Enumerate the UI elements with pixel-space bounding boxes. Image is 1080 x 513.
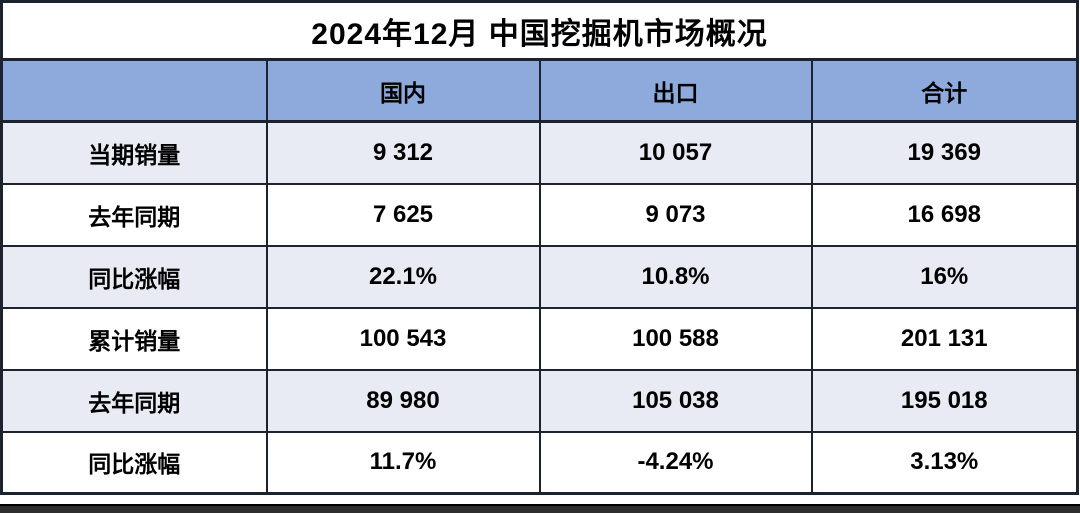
data-cell: 11.7% <box>265 430 541 495</box>
col-header-export: 出口 <box>538 58 813 123</box>
row-label: 去年同期 <box>0 368 268 433</box>
data-cell: 10 057 <box>538 120 813 185</box>
col-header-total: 合计 <box>810 58 1079 123</box>
table-row: 当期销量 9 312 10 057 19 369 <box>0 120 1079 185</box>
table-row: 同比涨幅 22.1% 10.8% 16% <box>0 244 1079 309</box>
data-cell: 105 038 <box>538 368 813 433</box>
data-cell: 195 018 <box>810 368 1079 433</box>
data-cell: 9 312 <box>265 120 541 185</box>
data-cell: 100 588 <box>538 306 813 371</box>
data-cell: 22.1% <box>265 244 541 309</box>
data-cell: 100 543 <box>265 306 541 371</box>
data-cell: 19 369 <box>810 120 1079 185</box>
col-header-domestic: 国内 <box>265 58 541 123</box>
data-cell: -4.24% <box>538 430 813 495</box>
data-cell: 7 625 <box>265 182 541 247</box>
excavator-market-table: 2024年12月 中国挖掘机市场概况 国内 出口 合计 当期销量 9 312 10 … <box>0 0 1080 495</box>
row-label: 同比涨幅 <box>0 244 268 309</box>
header-row: 国内 出口 合计 <box>0 58 1079 123</box>
table-row: 去年同期 7 625 9 073 16 698 <box>0 182 1079 247</box>
data-cell: 3.13% <box>810 430 1079 495</box>
data-cell: 9 073 <box>538 182 813 247</box>
data-cell: 201 131 <box>810 306 1079 371</box>
title-row: 2024年12月 中国挖掘机市场概况 <box>0 0 1079 61</box>
col-header-blank <box>0 58 268 123</box>
table-row: 同比涨幅 11.7% -4.24% 3.13% <box>0 430 1079 495</box>
row-label: 去年同期 <box>0 182 268 247</box>
table-row: 去年同期 89 980 105 038 195 018 <box>0 368 1079 433</box>
table-row: 累计销量 100 543 100 588 201 131 <box>0 306 1079 371</box>
row-label: 累计销量 <box>0 306 268 371</box>
bottom-edge-bar <box>0 504 1080 513</box>
data-cell: 89 980 <box>265 368 541 433</box>
row-label: 同比涨幅 <box>0 430 268 495</box>
data-cell: 16 698 <box>810 182 1079 247</box>
data-cell: 16% <box>810 244 1079 309</box>
row-label: 当期销量 <box>0 120 268 185</box>
data-cell: 10.8% <box>538 244 813 309</box>
page-title: 2024年12月 中国挖掘机市场概况 <box>0 0 1079 61</box>
